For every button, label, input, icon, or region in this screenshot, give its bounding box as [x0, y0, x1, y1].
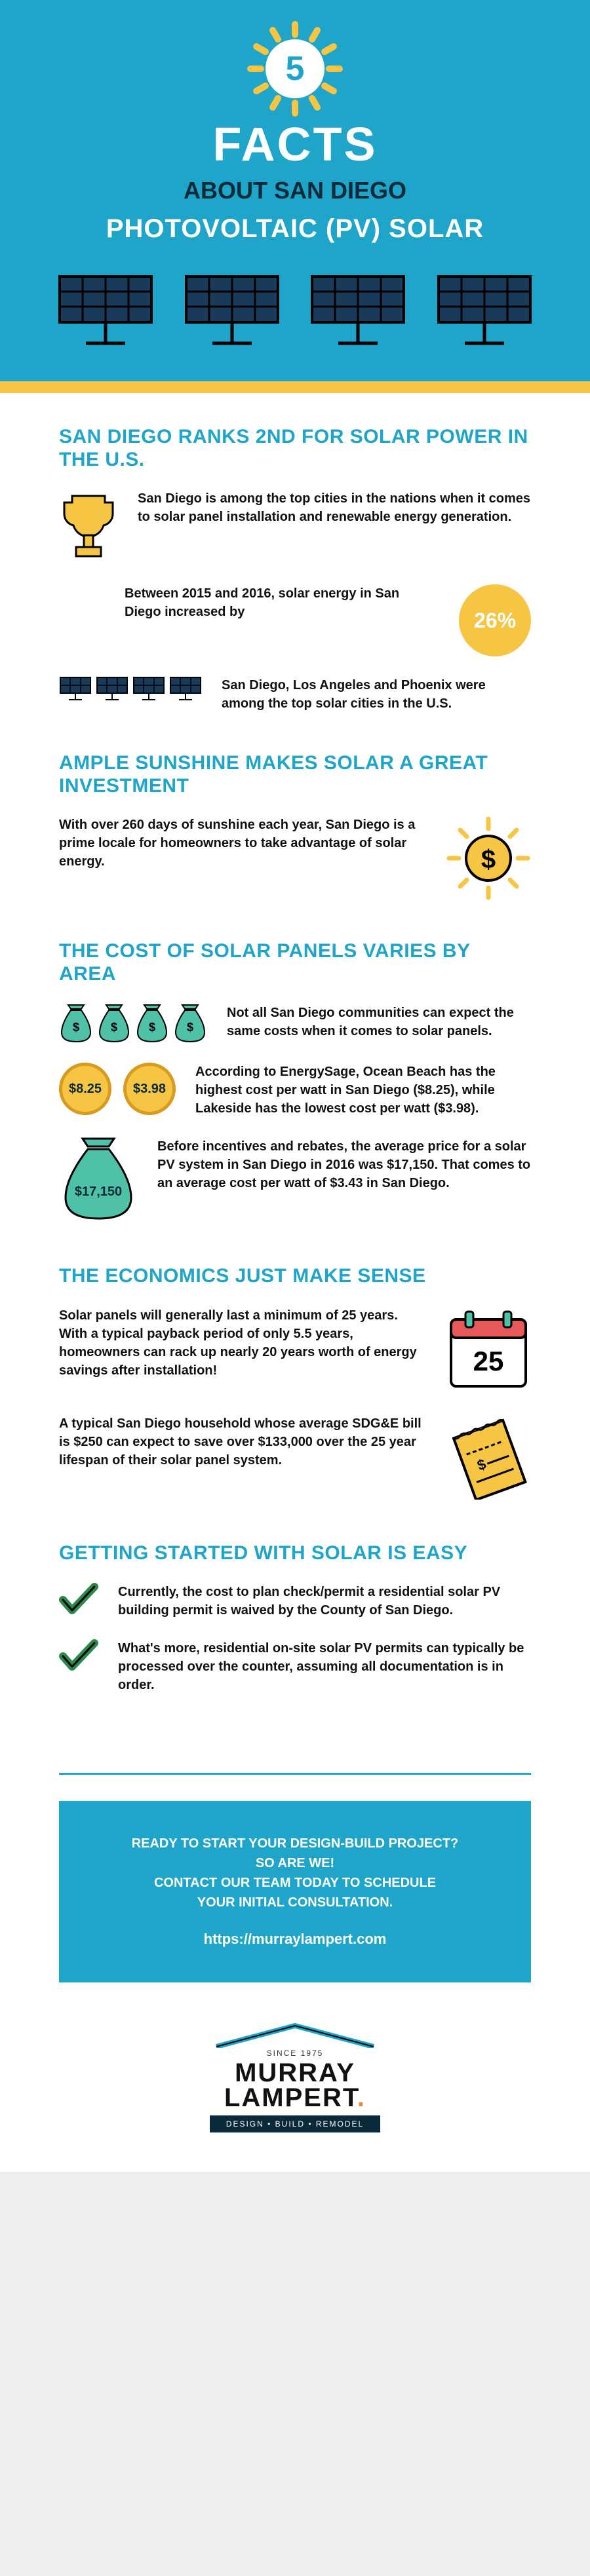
- mini-panels-icon: [59, 676, 202, 701]
- trophy-icon: [59, 489, 118, 561]
- section-title: SAN DIEGO RANKS 2ND FOR SOLAR POWER IN T…: [59, 426, 531, 471]
- cta-url[interactable]: https://murraylampert.com: [79, 1928, 511, 1950]
- solar-panel-icon: [180, 270, 285, 349]
- hero-title: FACTS: [26, 118, 564, 172]
- calendar-icon: 25: [446, 1306, 531, 1395]
- section-title: THE COST OF SOLAR PANELS VARIES BY AREA: [59, 940, 531, 985]
- price-coins: $8.25 $3.98: [59, 1063, 176, 1115]
- svg-text:$: $: [73, 1021, 79, 1034]
- body-text: Before incentives and rebates, the avera…: [157, 1137, 531, 1192]
- body-text: Solar panels will generally last a minim…: [59, 1306, 426, 1380]
- section-cost: THE COST OF SOLAR PANELS VARIES BY AREA …: [59, 940, 531, 1226]
- logo-tagline: DESIGN • BUILD • REMODEL: [210, 2115, 380, 2132]
- section-title: AMPLE SUNSHINE MAKES SOLAR A GREAT INVES…: [59, 752, 531, 797]
- cta-line: READY TO START YOUR DESIGN-BUILD PROJECT…: [79, 1834, 511, 1853]
- body-text: A typical San Diego household whose aver…: [59, 1414, 426, 1469]
- svg-text:$: $: [187, 1021, 193, 1034]
- body-text: Between 2015 and 2016, solar energy in S…: [59, 584, 439, 621]
- logo-name2: LAMPERT.: [210, 2085, 380, 2110]
- gold-divider: [0, 381, 590, 393]
- footer-logo: SINCE 1975 MURRAY LAMPERT. DESIGN • BUIL…: [0, 2022, 590, 2172]
- cta-block: READY TO START YOUR DESIGN-BUILD PROJECT…: [59, 1801, 531, 1982]
- svg-text:$: $: [481, 845, 496, 874]
- sun-badge-icon: 5: [266, 39, 324, 98]
- dollar-sun-icon: $: [446, 816, 531, 901]
- hero-section: 5 FACTS ABOUT SAN DIEGO PHOTOVOLTAIC (PV…: [0, 0, 590, 381]
- section-title: THE ECONOMICS JUST MAKE SENSE: [59, 1265, 531, 1288]
- body-text: San Diego, Los Angeles and Phoenix were …: [222, 676, 531, 713]
- section-rank: SAN DIEGO RANKS 2ND FOR SOLAR POWER IN T…: [59, 426, 531, 713]
- svg-text:$: $: [111, 1021, 117, 1034]
- section-sunshine: AMPLE SUNSHINE MAKES SOLAR A GREAT INVES…: [59, 752, 531, 901]
- percent-badge: 26%: [459, 584, 531, 656]
- coin-low: $3.98: [123, 1063, 176, 1115]
- solar-panels-row: [26, 244, 564, 368]
- body-text: Not all San Diego communities can expect…: [227, 1004, 531, 1040]
- section-economics: THE ECONOMICS JUST MAKE SENSE 25 Solar p…: [59, 1265, 531, 1503]
- section-title: GETTING STARTED WITH SOLAR IS EASY: [59, 1542, 531, 1565]
- big-money-bag-icon: $17,150: [59, 1137, 138, 1226]
- badge-number: 5: [266, 39, 324, 98]
- solar-panel-icon: [53, 270, 158, 349]
- checkmark-icon: [59, 1639, 98, 1675]
- cta-line: YOUR INITIAL CONSULTATION.: [79, 1893, 511, 1912]
- money-bags-icon: $ $ $ $: [59, 1004, 207, 1043]
- cta-line: SO ARE WE!: [79, 1853, 511, 1873]
- body-text: San Diego is among the top cities in the…: [138, 489, 531, 526]
- svg-text:25: 25: [473, 1346, 504, 1376]
- body-text: According to EnergySage, Ocean Beach has…: [195, 1063, 531, 1118]
- logo-since: SINCE 1975: [210, 2049, 380, 2058]
- cta-line: CONTACT OUR TEAM TODAY TO SCHEDULE: [79, 1873, 511, 1893]
- section-getting-started: GETTING STARTED WITH SOLAR IS EASY Curre…: [59, 1542, 531, 1695]
- svg-text:$: $: [149, 1021, 155, 1034]
- divider: [59, 1773, 531, 1775]
- solar-panel-icon: [432, 270, 537, 349]
- hero-sub2: PHOTOVOLTAIC (PV) SOLAR: [26, 214, 564, 244]
- hero-sub1: ABOUT SAN DIEGO: [26, 177, 564, 204]
- solar-panel-icon: [305, 270, 410, 349]
- ticket-icon: $: [446, 1414, 531, 1503]
- bag-amount: $17,150: [59, 1184, 138, 1200]
- checkmark-icon: [59, 1583, 98, 1619]
- infographic-page: 5 FACTS ABOUT SAN DIEGO PHOTOVOLTAIC (PV…: [0, 0, 590, 2172]
- body-text: Currently, the cost to plan check/permit…: [118, 1583, 531, 1619]
- content-area: SAN DIEGO RANKS 2ND FOR SOLAR POWER IN T…: [0, 393, 590, 1773]
- logo-name1: MURRAY: [210, 2060, 380, 2085]
- body-text: With over 260 days of sunshine each year…: [59, 816, 426, 871]
- logo-roof-icon: [210, 2022, 380, 2048]
- body-text: What's more, residential on-site solar P…: [118, 1639, 531, 1694]
- coin-high: $8.25: [59, 1063, 111, 1115]
